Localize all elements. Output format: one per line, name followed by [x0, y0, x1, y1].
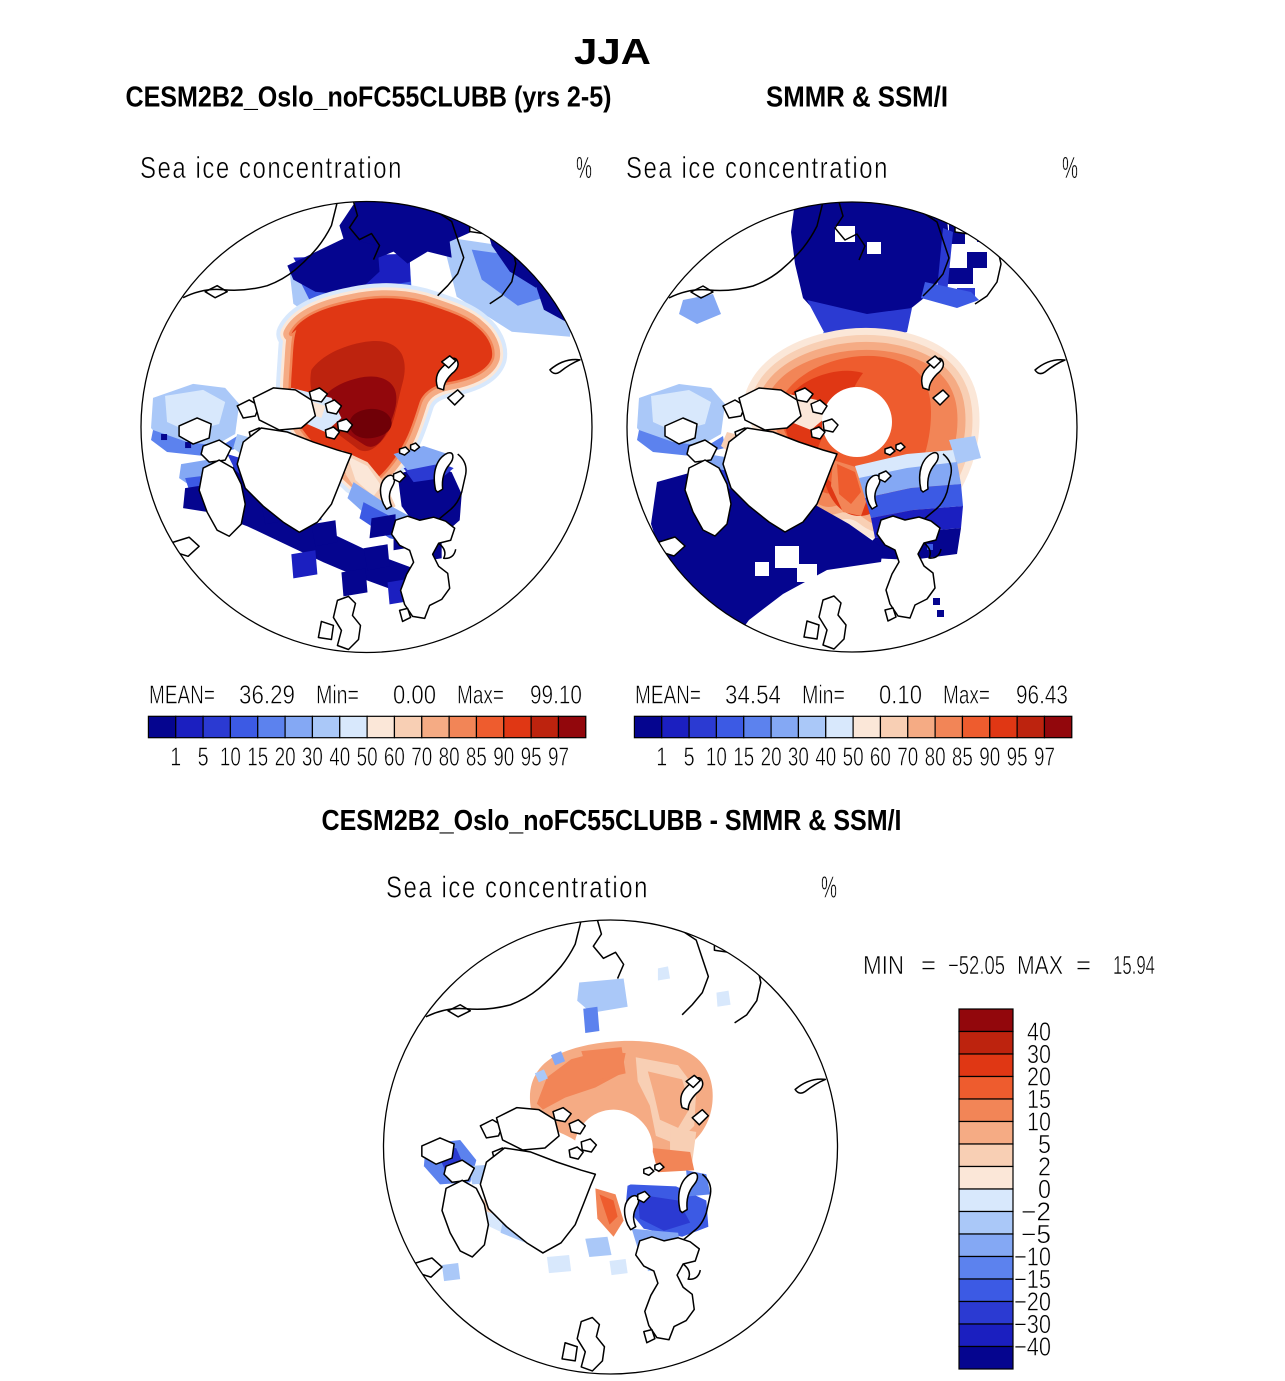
svg-text:40: 40	[329, 742, 350, 772]
svg-text:−30: −30	[1014, 1309, 1051, 1339]
svg-text:30: 30	[302, 742, 323, 772]
svg-text:Max=: Max=	[943, 680, 990, 710]
svg-text:Min=: Min=	[802, 680, 845, 710]
svg-text:=: =	[1076, 950, 1091, 980]
svg-text:−20: −20	[1014, 1287, 1051, 1317]
svg-text:36.29: 36.29	[239, 680, 295, 710]
svg-text:−15: −15	[1014, 1264, 1051, 1294]
svg-text:30: 30	[788, 742, 809, 772]
svg-text:40: 40	[815, 742, 836, 772]
svg-text:Sea ice concentration: Sea ice concentration	[626, 150, 889, 185]
svg-text:5: 5	[1038, 1129, 1051, 1159]
svg-text:CESM2B2_Oslo_noFC55CLUBB - SMM: CESM2B2_Oslo_noFC55CLUBB - SMMR & SSM/I	[322, 805, 902, 837]
svg-text:SMMR & SSM/I: SMMR & SSM/I	[766, 82, 948, 114]
svg-text:70: 70	[411, 742, 432, 772]
svg-text:Sea ice concentration: Sea ice concentration	[386, 870, 649, 905]
svg-text:50: 50	[357, 742, 378, 772]
svg-text:95: 95	[1007, 742, 1028, 772]
svg-text:20: 20	[1027, 1062, 1051, 1092]
svg-text:15.94: 15.94	[1113, 950, 1155, 980]
svg-text:−52.05: −52.05	[948, 950, 1005, 980]
svg-text:−5: −5	[1021, 1219, 1051, 1249]
svg-text:%: %	[821, 870, 837, 905]
svg-text:Max=: Max=	[457, 680, 504, 710]
svg-text:15: 15	[247, 742, 268, 772]
svg-text:34.54: 34.54	[725, 680, 781, 710]
svg-text:40: 40	[1027, 1017, 1051, 1047]
svg-text:95: 95	[521, 742, 542, 772]
svg-text:1: 1	[170, 742, 181, 772]
svg-text:−10: −10	[1014, 1242, 1051, 1272]
svg-text:80: 80	[439, 742, 460, 772]
svg-text:10: 10	[706, 742, 727, 772]
svg-text:90: 90	[493, 742, 514, 772]
svg-text:15: 15	[1027, 1084, 1051, 1114]
svg-text:MEAN=: MEAN=	[149, 680, 215, 710]
svg-text:5: 5	[198, 742, 209, 772]
svg-text:50: 50	[843, 742, 864, 772]
svg-text:90: 90	[979, 742, 1000, 772]
svg-text:70: 70	[897, 742, 918, 772]
svg-text:10: 10	[1027, 1107, 1051, 1137]
svg-text:%: %	[1062, 150, 1078, 185]
svg-text:5: 5	[684, 742, 695, 772]
svg-text:%: %	[576, 150, 592, 185]
svg-text:0.00: 0.00	[393, 680, 436, 710]
svg-text:85: 85	[466, 742, 487, 772]
svg-text:−2: −2	[1021, 1197, 1051, 1227]
svg-text:Min=: Min=	[316, 680, 359, 710]
svg-text:15: 15	[733, 742, 754, 772]
svg-text:99.10: 99.10	[530, 680, 582, 710]
svg-text:−40: −40	[1014, 1332, 1051, 1362]
svg-text:85: 85	[952, 742, 973, 772]
svg-text:80: 80	[925, 742, 946, 772]
svg-text:0.10: 0.10	[879, 680, 922, 710]
svg-text:10: 10	[220, 742, 241, 772]
svg-text:30: 30	[1027, 1039, 1051, 1069]
svg-text:MEAN=: MEAN=	[635, 680, 701, 710]
svg-text:0: 0	[1038, 1174, 1051, 1204]
svg-text:60: 60	[870, 742, 891, 772]
svg-text:60: 60	[384, 742, 405, 772]
svg-text:97: 97	[548, 742, 569, 772]
svg-text:2: 2	[1038, 1152, 1051, 1182]
svg-text:CESM2B2_Oslo_noFC55CLUBB (yrs: CESM2B2_Oslo_noFC55CLUBB (yrs 2-5)	[126, 82, 612, 114]
svg-text:20: 20	[761, 742, 782, 772]
svg-text:Sea ice concentration: Sea ice concentration	[140, 150, 403, 185]
svg-text:JJA: JJA	[574, 31, 651, 72]
svg-text:97: 97	[1034, 742, 1055, 772]
svg-text:20: 20	[275, 742, 296, 772]
svg-text:=: =	[921, 950, 936, 980]
svg-text:96.43: 96.43	[1016, 680, 1068, 710]
svg-text:1: 1	[656, 742, 667, 772]
svg-text:MAX: MAX	[1017, 950, 1063, 980]
svg-text:MIN: MIN	[863, 950, 904, 980]
